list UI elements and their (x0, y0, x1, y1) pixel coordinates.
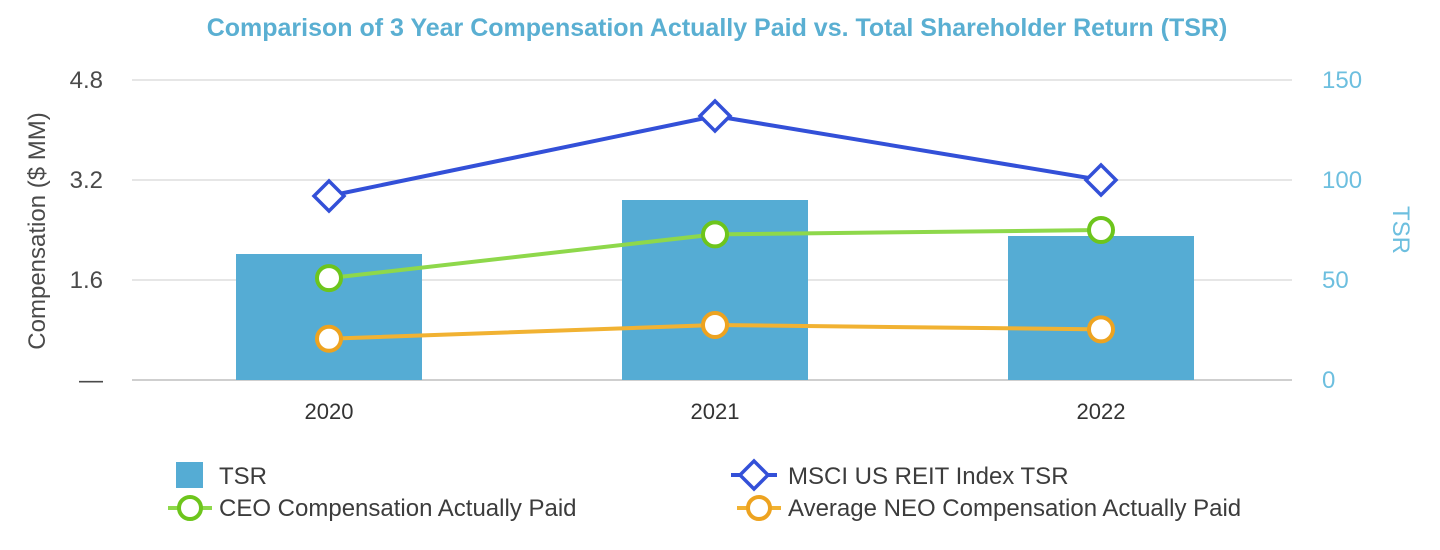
chart-title: Comparison of 3 Year Compensation Actual… (207, 14, 1228, 42)
tsr-bar (1008, 236, 1194, 380)
neo-cap-point (1087, 315, 1115, 344)
legend-label-neo: Average NEO Compensation Actually Paid (788, 495, 1241, 522)
neo-cap-point (701, 311, 729, 339)
legend-swatch-tsr (176, 462, 203, 488)
legend-marker-ceo (177, 495, 203, 521)
ceo-cap-point (1087, 216, 1115, 244)
right-tick-label: 50 (1322, 267, 1349, 294)
ceo-cap-point (701, 220, 729, 249)
left-axis-label: Compensation ($ MM) (24, 112, 51, 349)
legend-marker-msci (737, 458, 771, 492)
right-tick-label: 100 (1322, 167, 1362, 194)
msci-reit-point (697, 98, 733, 134)
msci-reit-point (1083, 162, 1119, 198)
left-tick-label: — (79, 367, 103, 394)
legend: TSR MSCI US REIT Index TSR CEO Compensatio… (168, 458, 1241, 522)
neo-cap-point (315, 324, 343, 353)
right-tick-label: 0 (1322, 367, 1335, 394)
right-tick-label: 150 (1322, 67, 1362, 94)
x-tick-label: 2022 (1077, 399, 1126, 424)
series-lines (311, 98, 1119, 353)
left-tick-label: 3.2 (70, 167, 103, 194)
ceo-cap-point (315, 264, 343, 293)
legend-label-msci: MSCI US REIT Index TSR (788, 463, 1069, 490)
legend-label-tsr: TSR (219, 463, 267, 490)
x-tick-label: 2020 (305, 399, 354, 424)
axes: — 1.6 3.2 4.8 0 50 100 150 2020 2021 2022 (70, 67, 1362, 424)
x-tick-label: 2021 (691, 399, 740, 424)
legend-label-ceo: CEO Compensation Actually Paid (219, 495, 577, 522)
left-tick-label: 4.8 (70, 67, 103, 94)
right-axis-label: TSR (1387, 206, 1414, 254)
legend-marker-neo (746, 495, 772, 521)
left-tick-label: 1.6 (70, 267, 103, 294)
msci-reit-point (311, 178, 347, 214)
